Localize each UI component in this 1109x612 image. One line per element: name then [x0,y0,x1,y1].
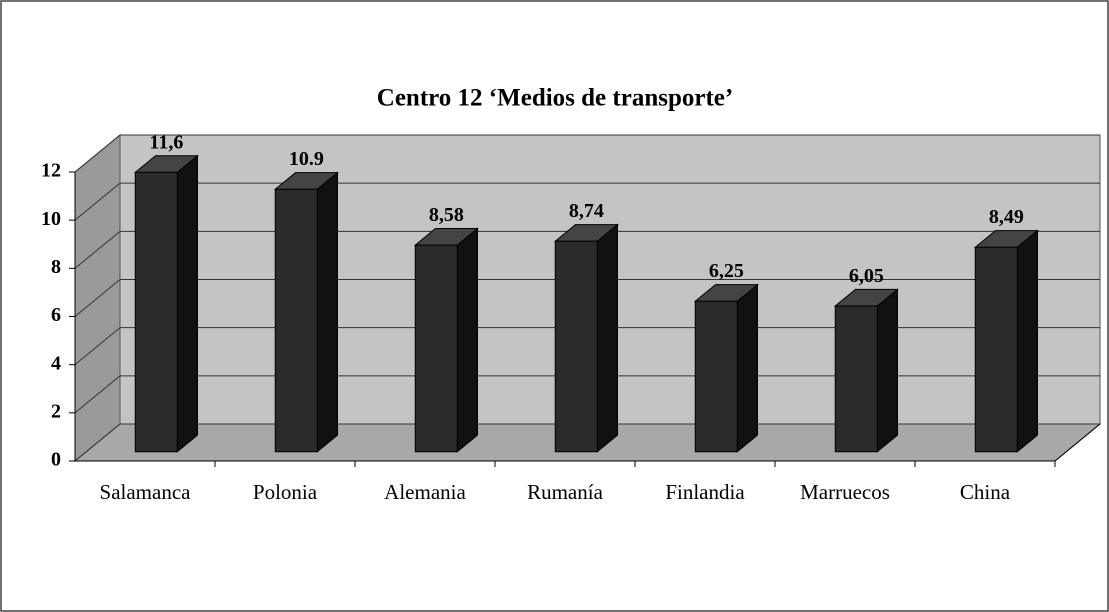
value-label: 8,58 [429,204,464,226]
y-tick-label: 2 [51,400,61,422]
bar-side [596,223,618,453]
grid-line-side [74,327,121,366]
bar [974,246,1018,453]
y-tick-label: 6 [51,304,61,326]
y-tick-label: 8 [51,256,61,278]
y-tick-label: 0 [51,449,61,471]
x-tick-label: Finlandia [665,480,745,504]
bar-side [736,283,758,453]
y-tick-label: 4 [51,352,61,374]
x-tick-label: China [960,480,1011,504]
bar [834,305,878,453]
grid-line-side [74,279,121,317]
value-label: 6,25 [709,260,744,282]
bar [274,188,318,453]
bar [694,300,738,453]
grid-line-side [74,182,121,221]
bar-side [316,171,338,453]
y-tick-label: 12 [41,160,61,182]
x-axis-edge [1054,423,1101,462]
value-label: 8,74 [569,200,604,222]
grid-line-side [74,375,121,414]
bar-side [456,227,478,453]
x-tick-label: Salamanca [100,480,192,504]
value-label: 8,49 [989,206,1024,228]
value-label: 11,6 [149,131,183,153]
bar [134,171,178,453]
y-tick-label: 10 [41,208,61,230]
x-tick-label: Rumanía [527,480,603,504]
value-label: 6,05 [849,265,884,287]
grid-line-side [74,423,121,462]
x-tick-label: Alemania [384,480,466,504]
chart-title: Centro 12 ‘Medios de transporte’ [377,85,733,112]
value-label: 10.9 [289,148,324,170]
bar-side [1016,229,1038,453]
x-tick-label: Polonia [253,480,318,504]
bar [414,244,458,453]
x-tick-label: Marruecos [800,480,890,504]
bar-side [876,288,898,453]
grid-line-side [74,134,121,173]
bar [554,240,598,453]
bar-side [176,154,198,453]
grid-line-side [74,230,121,269]
